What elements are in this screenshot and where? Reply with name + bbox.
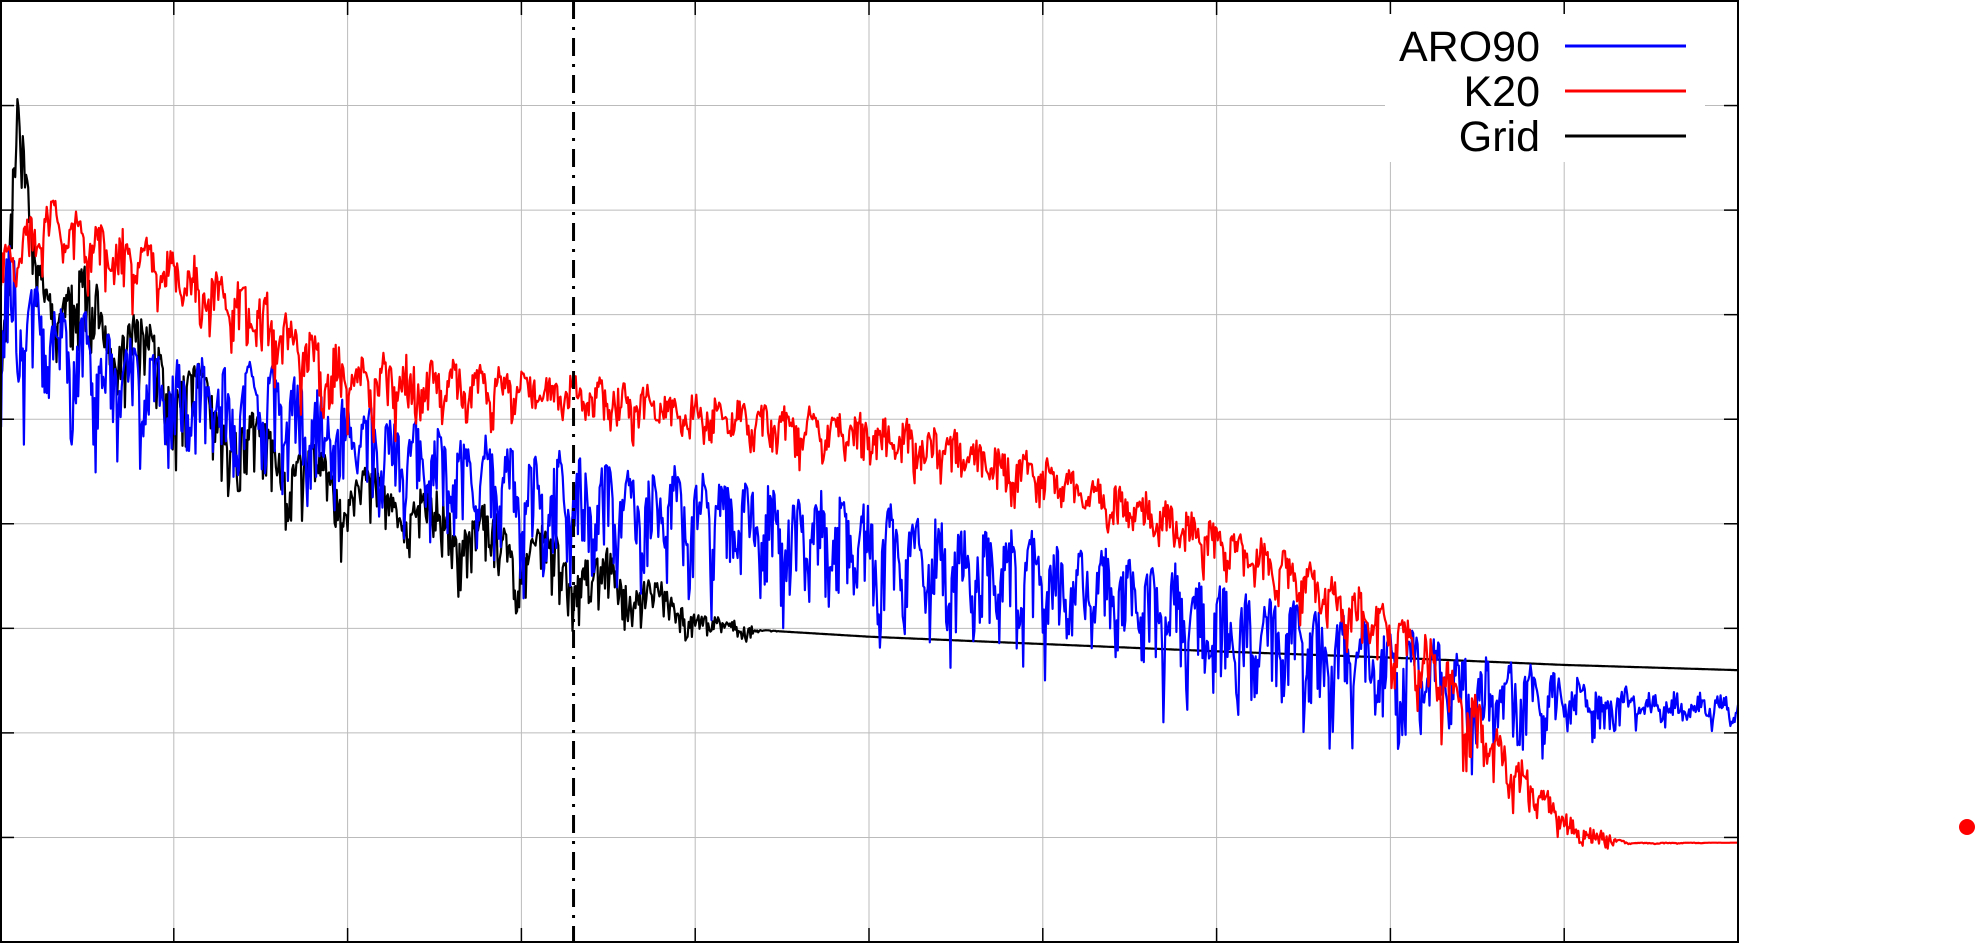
plot-frame	[0, 0, 1739, 943]
red-dot-marker	[1959, 819, 1975, 835]
legend: ARO90 K20 Grid	[1385, 14, 1705, 162]
series-line-k20	[0, 199, 1738, 850]
legend-label-grid: Grid	[1459, 113, 1540, 161]
legend-label-k20: K20	[1463, 68, 1540, 116]
axis-ticks	[0, 1, 1738, 942]
legend-label-aro90: ARO90	[1399, 23, 1540, 71]
series-lines	[0, 98, 1740, 850]
series-line-grid	[0, 98, 1739, 672]
series-line-aro90	[0, 245, 1740, 776]
